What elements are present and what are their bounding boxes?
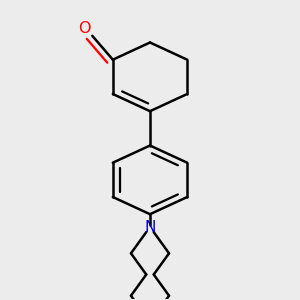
Text: N: N bbox=[144, 220, 156, 235]
Text: O: O bbox=[79, 21, 91, 36]
